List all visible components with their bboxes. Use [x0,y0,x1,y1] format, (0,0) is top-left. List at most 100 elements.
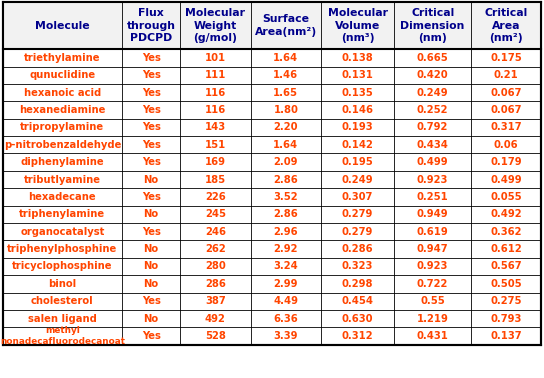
Text: Surface
Area(nm²): Surface Area(nm²) [255,14,317,37]
Text: Yes: Yes [141,88,160,98]
Text: 0.312: 0.312 [342,331,374,341]
Text: 0.793: 0.793 [490,314,522,324]
Text: 185: 185 [205,175,226,184]
Text: 0.175: 0.175 [490,53,522,63]
Text: tributlyamine: tributlyamine [24,175,101,184]
Text: Molecular
Volume
(nm³): Molecular Volume (nm³) [327,8,388,43]
Text: p-nitrobenzaldehyde: p-nitrobenzaldehyde [4,140,121,150]
Text: Yes: Yes [141,122,160,132]
Text: 0.307: 0.307 [342,192,373,202]
Text: 492: 492 [205,314,226,324]
Text: 0.275: 0.275 [490,296,522,306]
Text: 2.96: 2.96 [274,227,298,237]
Text: 0.298: 0.298 [342,279,373,289]
Text: No: No [144,279,159,289]
Text: 1.64: 1.64 [273,53,298,63]
Text: 0.249: 0.249 [342,175,374,184]
Text: 0.499: 0.499 [490,175,522,184]
Text: 280: 280 [205,262,226,271]
Text: methyl
nonadecafluorodecanoat: methyl nonadecafluorodecanoat [0,326,125,346]
Text: 0.665: 0.665 [417,53,448,63]
Text: 0.923: 0.923 [417,262,448,271]
Text: 262: 262 [205,244,226,254]
Text: No: No [144,175,159,184]
Text: Yes: Yes [141,53,160,63]
Text: organocatalyst: organocatalyst [20,227,104,237]
Text: 0.131: 0.131 [342,70,374,80]
Text: hexadecane: hexadecane [29,192,96,202]
Text: 1.65: 1.65 [273,88,298,98]
Text: 245: 245 [205,209,226,219]
Text: 2.09: 2.09 [274,157,298,167]
Text: diphenylamine: diphenylamine [21,157,104,167]
Text: triphenylamine: triphenylamine [20,209,106,219]
Text: 0.434: 0.434 [417,140,449,150]
Text: 151: 151 [205,140,226,150]
Text: 1.219: 1.219 [417,314,449,324]
Text: Critical
Dimension
(nm): Critical Dimension (nm) [400,8,465,43]
Text: 116: 116 [205,88,226,98]
Text: No: No [144,262,159,271]
Text: Yes: Yes [141,192,160,202]
Text: 143: 143 [205,122,226,132]
Text: No: No [144,209,159,219]
Text: tricyclophosphine: tricyclophosphine [12,262,113,271]
Text: Yes: Yes [141,140,160,150]
Text: Yes: Yes [141,331,160,341]
Text: 0.362: 0.362 [490,227,522,237]
Text: 4.49: 4.49 [273,296,298,306]
Text: 0.135: 0.135 [342,88,374,98]
Text: 0.142: 0.142 [342,140,374,150]
Text: 0.323: 0.323 [342,262,373,271]
Text: 3.52: 3.52 [274,192,298,202]
Text: 387: 387 [205,296,226,306]
Text: 0.179: 0.179 [490,157,522,167]
Text: 0.792: 0.792 [417,122,448,132]
Text: 0.499: 0.499 [417,157,448,167]
Text: tripropylamine: tripropylamine [20,122,104,132]
Text: 0.431: 0.431 [417,331,449,341]
Text: 0.06: 0.06 [494,140,518,150]
Text: qunuclidine: qunuclidine [29,70,95,80]
Text: No: No [144,244,159,254]
Text: No: No [144,314,159,324]
Text: binol: binol [48,279,77,289]
Text: hexanoic acid: hexanoic acid [24,88,101,98]
Text: Yes: Yes [141,70,160,80]
Text: 0.492: 0.492 [490,209,522,219]
Text: hexanediamine: hexanediamine [19,105,106,115]
Text: 101: 101 [205,53,226,63]
Text: 0.193: 0.193 [342,122,374,132]
Text: 0.420: 0.420 [417,70,448,80]
Text: 0.251: 0.251 [417,192,448,202]
Text: cholesterol: cholesterol [31,296,94,306]
Text: 0.279: 0.279 [342,209,373,219]
Text: 0.067: 0.067 [490,88,522,98]
Text: 246: 246 [205,227,226,237]
Text: 0.55: 0.55 [421,296,445,306]
Text: 0.055: 0.055 [490,192,522,202]
Text: 0.249: 0.249 [417,88,448,98]
Text: 3.39: 3.39 [274,331,298,341]
Text: 0.146: 0.146 [342,105,374,115]
Text: 2.20: 2.20 [274,122,298,132]
Text: Flux
through
PDCPD: Flux through PDCPD [127,8,176,43]
Text: salen ligand: salen ligand [28,314,97,324]
Text: 111: 111 [205,70,226,80]
Text: 0.947: 0.947 [417,244,448,254]
Bar [3,2,541,49]
Text: 116: 116 [205,105,226,115]
Text: Critical
Area
(nm²): Critical Area (nm²) [485,8,528,43]
Text: Molecule: Molecule [35,20,90,31]
Text: 0.279: 0.279 [342,227,373,237]
Text: 1.64: 1.64 [273,140,298,150]
Text: 0.454: 0.454 [342,296,374,306]
Text: 0.630: 0.630 [342,314,373,324]
Text: Yes: Yes [141,296,160,306]
Text: 2.92: 2.92 [274,244,298,254]
Text: 0.505: 0.505 [490,279,522,289]
Text: 6.36: 6.36 [274,314,298,324]
Text: Yes: Yes [141,105,160,115]
Text: 169: 169 [205,157,226,167]
Text: 0.067: 0.067 [490,105,522,115]
